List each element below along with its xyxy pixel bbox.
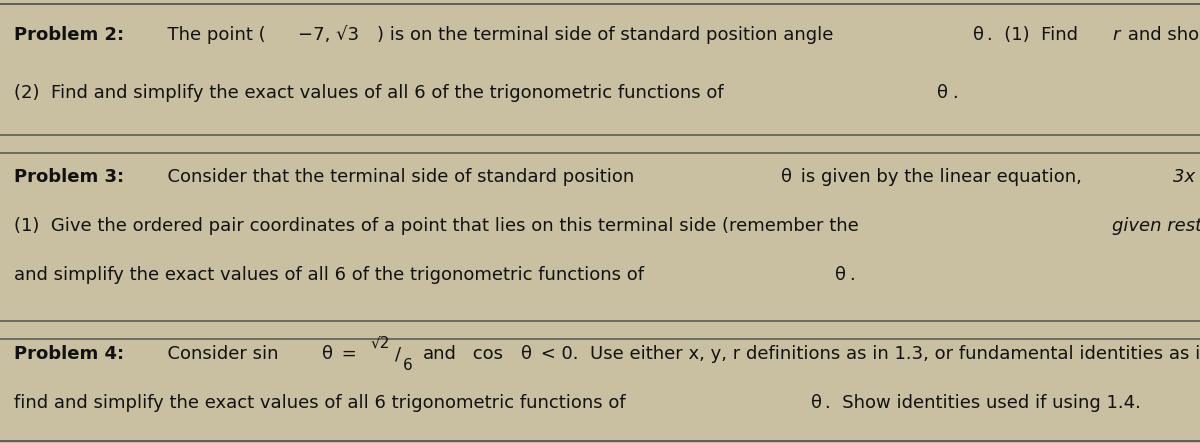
Text: find and simplify the exact values of all 6 trigonometric functions of: find and simplify the exact values of al…	[14, 394, 631, 412]
Text: Problem 2:: Problem 2:	[14, 27, 125, 44]
Text: .: .	[952, 84, 958, 102]
Text: (2)  Find and simplify the exact values of all 6 of the trigonometric functions : (2) Find and simplify the exact values o…	[14, 84, 730, 102]
Text: /: /	[395, 346, 402, 363]
Text: √2: √2	[371, 336, 390, 351]
Text: θ: θ	[937, 84, 948, 102]
Text: Problem 4:: Problem 4:	[14, 346, 125, 363]
Text: .: .	[848, 266, 854, 284]
Text: < 0.  Use either x, y, r definitions as in 1.3, or fundamental identities as in : < 0. Use either x, y, r definitions as i…	[535, 346, 1200, 363]
Text: and simplify the exact values of all 6 of the trigonometric functions of: and simplify the exact values of all 6 o…	[14, 266, 650, 284]
Text: ) is on the terminal side of standard position angle: ) is on the terminal side of standard po…	[377, 27, 839, 44]
Text: and: and	[424, 346, 457, 363]
Text: Consider sin: Consider sin	[156, 346, 284, 363]
Text: Problem 3:: Problem 3:	[14, 168, 125, 186]
Text: given restriction on x: given restriction on x	[1112, 217, 1200, 235]
Text: cos: cos	[467, 346, 509, 363]
Text: is given by the linear equation,: is given by the linear equation,	[796, 168, 1088, 186]
Text: θ: θ	[811, 394, 822, 412]
Text: The point (: The point (	[156, 27, 266, 44]
Text: θ: θ	[322, 346, 332, 363]
Text: Consider that the terminal side of standard position: Consider that the terminal side of stand…	[156, 168, 641, 186]
Text: (1)  Give the ordered pair coordinates of a point that lies on this terminal sid: (1) Give the ordered pair coordinates of…	[14, 217, 865, 235]
Text: θ: θ	[835, 266, 846, 284]
Text: 3x + 5y = 0 with x ≥ 0.: 3x + 5y = 0 with x ≥ 0.	[1172, 168, 1200, 186]
Text: =: =	[336, 346, 362, 363]
Text: .  Show identities used if using 1.4.: . Show identities used if using 1.4.	[826, 394, 1141, 412]
Text: and show how you found it.: and show how you found it.	[1122, 27, 1200, 44]
Text: −7, √3: −7, √3	[298, 27, 359, 44]
Text: 6: 6	[403, 358, 413, 373]
Text: θ: θ	[521, 346, 532, 363]
Text: r: r	[1112, 27, 1120, 44]
Text: θ: θ	[781, 168, 792, 186]
Text: θ: θ	[973, 27, 984, 44]
Text: .  (1)  Find: . (1) Find	[988, 27, 1084, 44]
